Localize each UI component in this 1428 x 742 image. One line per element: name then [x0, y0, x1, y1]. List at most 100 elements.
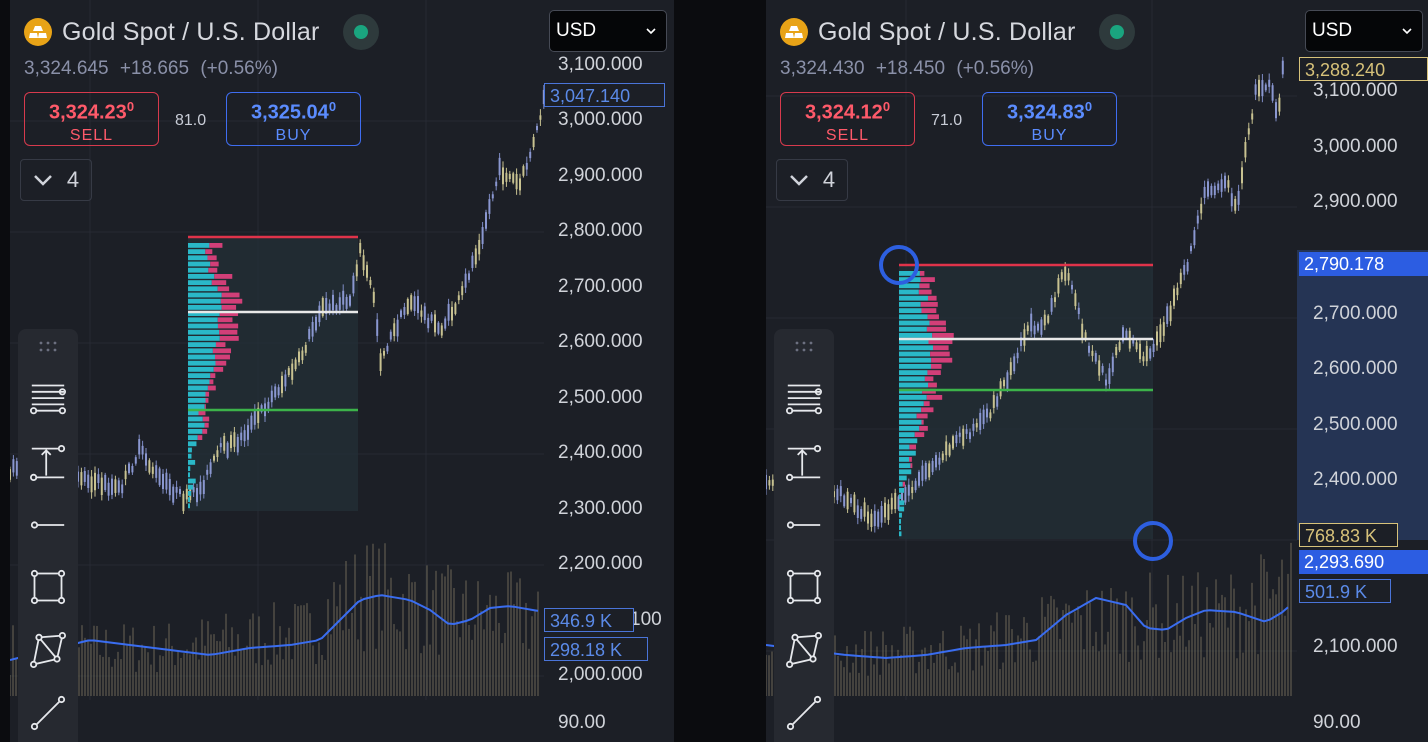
y-axis-tick: 2,000.000 — [558, 664, 643, 685]
volume-profile-bar-up — [899, 419, 922, 425]
candle-body — [890, 497, 893, 510]
indicators-collapse-button[interactable]: 4 — [20, 159, 92, 201]
candle-body — [529, 151, 532, 159]
volume-profile-bar-up — [899, 302, 921, 307]
volume-profile-bar-down — [210, 373, 216, 378]
currency-select[interactable]: USD — [1305, 10, 1423, 52]
candle-body — [948, 444, 951, 456]
vertical-range-tool-icon[interactable] — [786, 445, 822, 481]
horizontal-line-tool-icon[interactable] — [786, 507, 822, 543]
candle-body — [1179, 272, 1182, 285]
candle-body — [355, 264, 358, 277]
volume-profile-bar-up — [188, 385, 208, 391]
volume-profile-bar-up — [899, 469, 912, 475]
market-status[interactable] — [343, 14, 380, 50]
candle-body — [413, 296, 416, 312]
candle-body — [464, 273, 467, 288]
y-axis-tick: 3,000.000 — [558, 109, 643, 130]
volume-profile-bar-down — [213, 367, 224, 372]
candle-body — [342, 290, 345, 305]
volume-profile-bar-down — [198, 410, 206, 416]
candle-body — [250, 415, 253, 430]
candle-body — [219, 443, 222, 448]
sell-button[interactable]: 3,324.230 SELL — [24, 92, 159, 146]
polygon-tool-icon[interactable] — [786, 632, 822, 668]
candle-body — [1193, 230, 1196, 246]
candle-body — [945, 441, 948, 456]
candle-body — [369, 280, 372, 286]
price-summary: 3,324.645 +18.665 (+0.56%) — [24, 58, 284, 80]
trend-line-tool-icon[interactable] — [30, 695, 66, 731]
candle-body — [1220, 179, 1223, 192]
vertical-range-tool-icon[interactable] — [30, 445, 66, 481]
candle-body — [938, 457, 941, 465]
candle-body — [1088, 345, 1090, 353]
candle-body — [430, 314, 433, 321]
chart-canvas-left[interactable] — [10, 0, 674, 742]
candle-body — [260, 405, 263, 412]
candle-body — [1162, 322, 1165, 336]
candle-body — [447, 303, 450, 321]
candle-body — [1003, 379, 1005, 387]
candle-body — [396, 319, 399, 337]
indicators-collapse-button[interactable]: 4 — [776, 159, 848, 201]
volume-profile-bar-down — [202, 429, 208, 434]
candle-body — [1020, 337, 1022, 347]
buy-button[interactable]: 3,324.830 BUY — [982, 92, 1117, 146]
volume-profile-bar-up — [899, 506, 905, 512]
sell-button[interactable]: 3,324.120 SELL — [780, 92, 915, 146]
chart-panel-right[interactable]: Gold Spot / U.S. Dollar 3,324.430 +18.45… — [766, 0, 1428, 742]
rectangle-tool-icon[interactable] — [30, 569, 66, 605]
price-summary: 3,324.430 +18.450 (+0.56%) — [780, 58, 1040, 80]
rectangle-tool-icon[interactable] — [786, 569, 822, 605]
candle-body — [1122, 327, 1124, 342]
volume-profile-bar-up — [899, 289, 919, 295]
currency-select[interactable]: USD — [549, 10, 667, 52]
y-axis-tick: 3,000.000 — [1313, 136, 1398, 157]
horizontal-line-tool-icon[interactable] — [30, 507, 66, 543]
candle-body — [856, 505, 859, 518]
sell-label: SELL — [69, 126, 114, 144]
volume-profile-bar-down — [219, 329, 238, 335]
candle-body — [471, 255, 474, 268]
y-axis-tick: 2,500.000 — [558, 387, 643, 408]
horizontal-lines-tool-icon[interactable] — [30, 381, 66, 417]
candle-body — [1169, 305, 1172, 322]
candle-body — [349, 295, 351, 306]
candle-body — [1060, 272, 1063, 280]
candle-body — [383, 350, 385, 356]
y-axis-tick: 2,500.000 — [1313, 414, 1398, 435]
buy-price: 3,324.83 — [1006, 101, 1085, 124]
volume-profile-bar-down — [212, 348, 232, 354]
candle-body — [1132, 337, 1135, 344]
candle-body — [958, 432, 961, 437]
polygon-tool-icon[interactable] — [30, 632, 66, 668]
volume-profile-bar-up — [899, 463, 911, 468]
drag-handle-icon[interactable] — [30, 335, 66, 359]
candle-body — [992, 395, 995, 408]
market-status[interactable] — [1099, 14, 1136, 50]
sell-label: SELL — [825, 126, 870, 144]
candle-body — [128, 463, 130, 474]
trend-line-tool-icon[interactable] — [786, 695, 822, 731]
volume-profile-bar-down — [919, 271, 925, 276]
candle-body — [867, 511, 869, 524]
volume-average-tag: 501.9 K — [1299, 579, 1391, 603]
candle-body — [505, 172, 508, 182]
drag-handle-icon[interactable] — [786, 335, 822, 359]
volume-profile-bar-down — [211, 280, 227, 285]
chevron-down-icon — [789, 175, 808, 186]
volume-profile-bar-up — [899, 531, 902, 537]
candle-body — [199, 481, 202, 495]
candle-body — [495, 181, 498, 187]
horizontal-lines-tool-icon[interactable] — [786, 381, 822, 417]
chart-panel-left[interactable]: Gold Spot / U.S. Dollar 3,324.645 +18.66… — [10, 0, 674, 742]
candle-body — [863, 502, 866, 517]
candle-body — [420, 310, 423, 317]
candle-body — [168, 479, 171, 496]
candle-body — [1101, 366, 1104, 373]
buy-label: BUY — [1031, 126, 1068, 144]
buy-button[interactable]: 3,325.040 BUY — [226, 92, 361, 146]
volume-profile-bar-up — [188, 391, 206, 397]
candle-body — [1152, 343, 1155, 353]
